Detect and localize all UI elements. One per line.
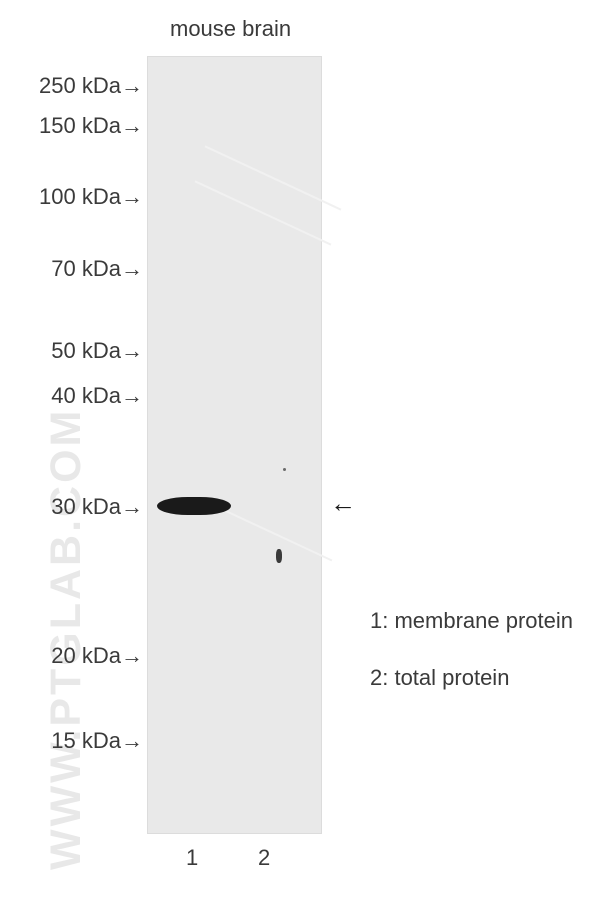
mw-label: 40 kDa (51, 383, 121, 408)
artifact-speck (276, 549, 282, 563)
lane-number: 1 (186, 845, 198, 871)
sample-title: mouse brain (170, 16, 291, 42)
mw-marker: 40 kDa→ (51, 383, 143, 409)
mw-label: 15 kDa (51, 728, 121, 753)
mw-marker: 70 kDa→ (51, 256, 143, 282)
mw-label: 70 kDa (51, 256, 121, 281)
artifact-speck (283, 468, 286, 471)
blot-membrane (147, 56, 322, 834)
protein-band-lane1 (157, 497, 231, 515)
mw-label: 100 kDa (39, 184, 121, 209)
mw-marker: 30 kDa→ (51, 494, 143, 520)
mw-label: 150 kDa (39, 113, 121, 138)
legend-entry: 2: total protein (370, 665, 509, 691)
mw-marker: 100 kDa→ (39, 184, 143, 210)
mw-label: 20 kDa (51, 643, 121, 668)
arrow-right-icon: → (121, 184, 143, 210)
watermark-text: WWW.PTGLAB.COM (42, 408, 91, 870)
mw-marker: 250 kDa→ (39, 73, 143, 99)
arrow-right-icon: → (121, 338, 143, 364)
figure-container: WWW.PTGLAB.COM mouse brain 250 kDa→ 150 … (0, 0, 600, 903)
mw-marker: 20 kDa→ (51, 643, 143, 669)
mw-marker: 150 kDa→ (39, 113, 143, 139)
arrow-right-icon: → (121, 728, 143, 754)
mw-marker: 50 kDa→ (51, 338, 143, 364)
lane-number: 2 (258, 845, 270, 871)
arrow-right-icon: → (121, 643, 143, 669)
artifact-streak (214, 505, 333, 562)
arrow-right-icon: → (121, 494, 143, 520)
mw-label: 250 kDa (39, 73, 121, 98)
arrow-right-icon: → (121, 113, 143, 139)
mw-marker: 15 kDa→ (51, 728, 143, 754)
target-band-arrow-icon: ← (330, 488, 356, 519)
mw-label: 50 kDa (51, 338, 121, 363)
arrow-right-icon: → (121, 256, 143, 282)
artifact-streak (195, 180, 332, 245)
mw-label: 30 kDa (51, 494, 121, 519)
arrow-right-icon: → (121, 383, 143, 409)
legend-entry: 1: membrane protein (370, 608, 573, 634)
artifact-streak (205, 145, 342, 210)
arrow-right-icon: → (121, 73, 143, 99)
